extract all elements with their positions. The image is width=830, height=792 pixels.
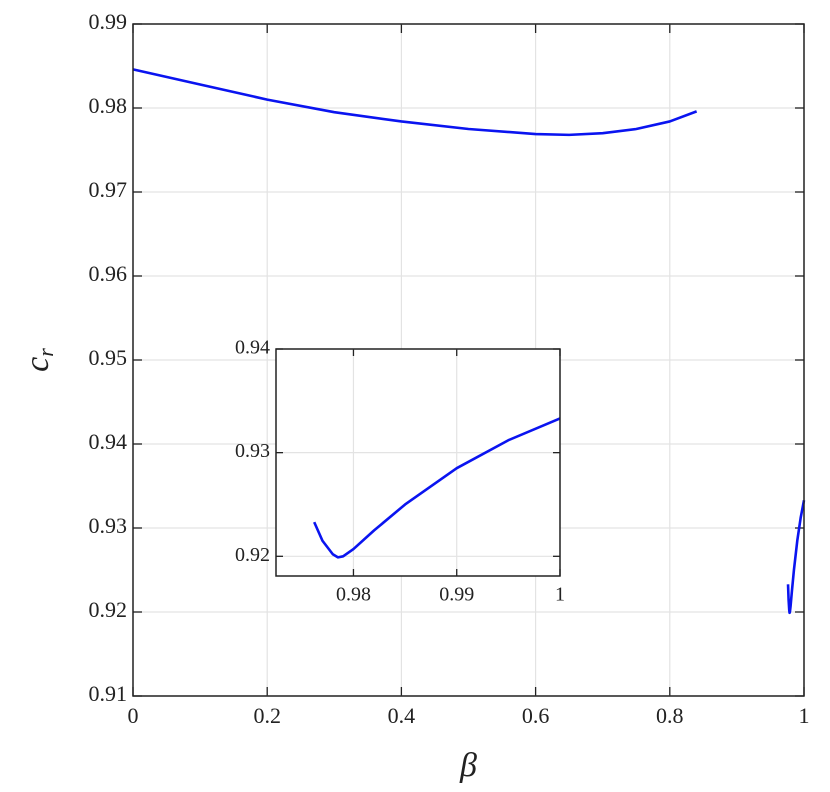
y-tick-label: 0.94: [235, 337, 270, 359]
x-tick-label: 0.8: [656, 703, 684, 728]
y-tick-label: 0.98: [89, 93, 128, 118]
data-line: [132, 68, 806, 615]
y-axis-label: cr: [19, 348, 58, 372]
x-axis-label: β: [459, 747, 477, 784]
y-tick-label: 0.99: [89, 9, 128, 34]
x-tick-label: 1: [555, 584, 565, 606]
axes: 0.98 0.99 1 0.92 0.93 0.94: [235, 337, 565, 606]
y-axis-label-main: c: [19, 357, 56, 372]
y-tick-label: 0.96: [89, 261, 128, 286]
x-tick-label: 0.4: [388, 703, 416, 728]
y-tick-label: 0.92: [89, 597, 128, 622]
x-tick-label: 0.2: [253, 703, 281, 728]
data-line: [313, 417, 561, 559]
x-tick-label: 0.6: [522, 703, 550, 728]
y-tick-label: 0.97: [89, 177, 128, 202]
axes-frame: [132, 23, 805, 697]
y-tick-label: 0.93: [235, 440, 270, 462]
y-tick-label: 0.91: [89, 681, 128, 706]
axes-frame: [275, 348, 561, 577]
y-tick-label: 0.92: [235, 544, 270, 566]
y-axis-label-sub: r: [33, 348, 58, 357]
y-tick-label: 0.95: [89, 345, 128, 370]
plot-area: [276, 349, 560, 576]
axes: 0 0.2 0.4 0.6 0.8 1 0.91 0.92 0.93 0.94 0.95 0.96 0.…: [19, 9, 810, 784]
y-tick-label: 0.94: [89, 429, 128, 454]
x-tick-label: 0: [128, 703, 139, 728]
x-tick-label: 1: [799, 703, 810, 728]
x-tick-label: 0.98: [336, 584, 371, 606]
y-tick-label: 0.93: [89, 513, 128, 538]
x-tick-label: 0.99: [439, 584, 474, 606]
